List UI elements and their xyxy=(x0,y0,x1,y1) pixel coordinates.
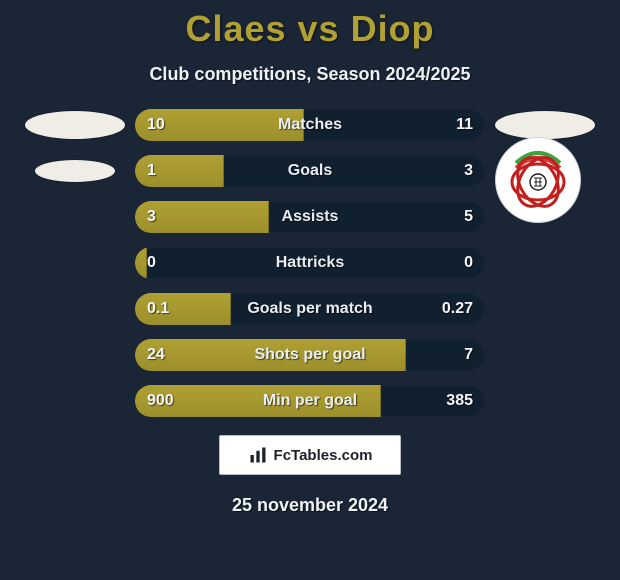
stat-bar: 10 Matches 11 xyxy=(135,109,485,141)
comparison-card: Claes vs Diop Club competitions, Season … xyxy=(0,0,620,580)
stat-label: Matches xyxy=(135,109,485,141)
fctables-link[interactable]: FcTables.com xyxy=(219,435,401,475)
spacer xyxy=(15,247,135,279)
stat-row: 10 Matches 11 xyxy=(0,109,620,141)
stat-bar: 0 Hattricks 0 xyxy=(135,247,485,279)
stat-row: 0.1 Goals per match 0.27 xyxy=(0,293,620,325)
player-right-avatar-col xyxy=(485,155,605,187)
stat-right-value: 0 xyxy=(464,247,473,279)
spacer xyxy=(485,247,605,279)
stat-bar: 24 Shots per goal 7 xyxy=(135,339,485,371)
stat-label: Min per goal xyxy=(135,385,485,417)
player-left-avatar-col xyxy=(15,109,135,141)
spacer xyxy=(485,385,605,417)
date-label: 25 november 2024 xyxy=(0,495,620,516)
stat-bar: 3 Assists 5 xyxy=(135,201,485,233)
bar-chart-icon xyxy=(248,445,268,465)
avatar-shadow-icon xyxy=(495,111,595,139)
player-right-avatar-col xyxy=(485,109,605,141)
stat-bar: 0.1 Goals per match 0.27 xyxy=(135,293,485,325)
stat-row: 900 Min per goal 385 xyxy=(0,385,620,417)
stat-right-value: 385 xyxy=(446,385,473,417)
stat-label: Goals xyxy=(135,155,485,187)
stat-row: 1 Goals 3 xyxy=(0,155,620,187)
stats-block: 10 Matches 11 1 Goals 3 xyxy=(0,109,620,417)
stat-right-value: 5 xyxy=(464,201,473,233)
spacer xyxy=(15,339,135,371)
spacer xyxy=(15,293,135,325)
stat-right-value: 11 xyxy=(456,109,473,141)
page-title: Claes vs Diop xyxy=(0,0,620,50)
footer-label: FcTables.com xyxy=(274,447,373,464)
stat-bar: 1 Goals 3 xyxy=(135,155,485,187)
page-subtitle: Club competitions, Season 2024/2025 xyxy=(0,64,620,85)
player-left-avatar-col xyxy=(15,155,135,187)
stat-label: Hattricks xyxy=(135,247,485,279)
stat-label: Assists xyxy=(135,201,485,233)
spacer xyxy=(15,385,135,417)
stat-row: 0 Hattricks 0 xyxy=(0,247,620,279)
stat-right-value: 3 xyxy=(464,155,473,187)
stat-row: 24 Shots per goal 7 xyxy=(0,339,620,371)
stat-label: Goals per match xyxy=(135,293,485,325)
spacer xyxy=(485,293,605,325)
avatar-shadow-icon xyxy=(35,160,115,182)
avatar-shadow-icon xyxy=(25,111,125,139)
stat-bar: 900 Min per goal 385 xyxy=(135,385,485,417)
stat-right-value: 7 xyxy=(464,339,473,371)
spacer xyxy=(15,201,135,233)
stat-right-value: 0.27 xyxy=(442,293,473,325)
club-logo-icon xyxy=(506,148,570,212)
club-badge-icon xyxy=(495,137,581,223)
stat-label: Shots per goal xyxy=(135,339,485,371)
spacer xyxy=(485,339,605,371)
